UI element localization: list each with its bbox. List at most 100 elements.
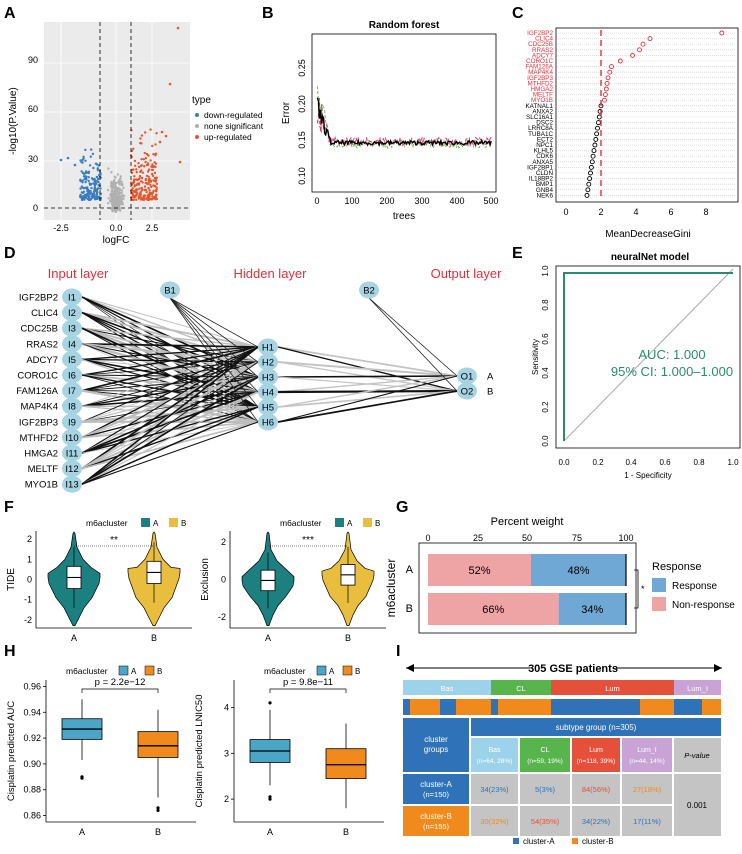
box-legend-label: A bbox=[329, 667, 335, 676]
g-bars: 52%48%66%34% bbox=[428, 554, 626, 625]
i-col-header-cell bbox=[572, 738, 620, 772]
violin-sig: ** bbox=[110, 535, 118, 546]
volcano-point-none bbox=[115, 198, 117, 200]
nn-input-node-label: I12 bbox=[65, 464, 78, 475]
volcano-point-up bbox=[156, 183, 158, 185]
volcano-point-up bbox=[146, 175, 148, 177]
volcano-point-down bbox=[92, 167, 94, 169]
volcano-point-none bbox=[114, 202, 116, 204]
g-cat-b: B bbox=[406, 603, 413, 615]
i-cluster-a-segment bbox=[551, 699, 640, 715]
volcano-point-down bbox=[96, 163, 98, 165]
gini-gene-label: NEK6 bbox=[537, 192, 554, 199]
volcano-point-none bbox=[107, 202, 109, 204]
volcano-point-up bbox=[155, 132, 157, 134]
panel-label-a: A bbox=[4, 5, 16, 22]
violin-ytick: 1 bbox=[27, 554, 32, 564]
gini-point bbox=[618, 59, 622, 63]
rf-xtick: 200 bbox=[379, 196, 394, 206]
i-row-header: cluster bbox=[424, 735, 448, 744]
volcano-point-up bbox=[140, 165, 142, 167]
volcano-point-down bbox=[80, 196, 82, 198]
g-legend-swatch-nonresponse bbox=[652, 597, 666, 611]
nn-input-node-label: I6 bbox=[68, 371, 76, 382]
nn-gene-label: MAP4K4 bbox=[21, 402, 59, 413]
rf-title: Random forest bbox=[369, 20, 440, 31]
g-bar-label: 66% bbox=[482, 604, 504, 616]
volcano-point-none bbox=[108, 197, 110, 199]
volcano-point-up bbox=[141, 177, 143, 179]
g-bar-label: 48% bbox=[567, 565, 589, 577]
nn-input-node-label: I11 bbox=[66, 449, 79, 460]
volcano-point-down bbox=[90, 192, 92, 194]
i-pvalue: 0.001 bbox=[687, 801, 708, 810]
i-cluster-a-segment bbox=[674, 699, 702, 715]
nn-input-node-label: I1 bbox=[68, 293, 76, 304]
nn-input-node-label: I7 bbox=[68, 386, 76, 397]
box-legend-title: m6acluster bbox=[264, 666, 306, 676]
g-xtick: 0 bbox=[425, 533, 430, 543]
volcano-point-up bbox=[154, 177, 156, 179]
box-pvalue: p = 2.2e−12 bbox=[95, 677, 146, 688]
box-ytick: 0.94 bbox=[23, 707, 41, 717]
gini-point bbox=[587, 182, 591, 186]
volcano-point-down bbox=[97, 169, 99, 171]
box-body bbox=[326, 749, 366, 779]
volcano-point-down bbox=[86, 193, 88, 195]
volcano-point-down bbox=[99, 187, 101, 189]
volcano-point-down bbox=[79, 187, 81, 189]
volcano-point-up bbox=[140, 142, 142, 144]
volcano-point-outlier bbox=[177, 27, 180, 30]
box-ytick: 0.90 bbox=[23, 759, 41, 769]
volcano-point-down bbox=[90, 148, 92, 150]
volcano-point-down bbox=[92, 195, 94, 197]
volcano-point-up bbox=[136, 171, 138, 173]
panel-b: B Random forest 0 100 200 300 400 500 0.… bbox=[262, 5, 499, 222]
volcano-point-none bbox=[120, 175, 122, 177]
i-legend-swatch-b bbox=[572, 838, 578, 844]
volcano-point-up bbox=[151, 173, 153, 175]
nn-edge bbox=[278, 362, 457, 376]
volcano-point-up bbox=[144, 185, 146, 187]
i-col-header: (n=59, 19%) bbox=[527, 758, 563, 765]
volcano-point-none bbox=[119, 178, 121, 180]
volcano-point-down bbox=[82, 195, 84, 197]
i-cluster-b-segment bbox=[498, 699, 551, 715]
volcano-point-down bbox=[85, 196, 87, 198]
gini-point bbox=[603, 93, 607, 97]
nn-gene-label: ADCY7 bbox=[26, 355, 58, 366]
nn-edge bbox=[278, 347, 457, 376]
box-legend-swatch bbox=[317, 666, 326, 675]
volcano-point-down bbox=[88, 180, 90, 182]
nn-output-node-label: O2 bbox=[461, 387, 474, 398]
box-ytick: 0.86 bbox=[23, 811, 41, 821]
gini-xlabel: MeanDecreaseGini bbox=[605, 229, 691, 240]
rf-xtick: 100 bbox=[344, 196, 359, 206]
box-pvalue: p = 9.8e−11 bbox=[283, 677, 333, 688]
i-pvalue-header: P-value bbox=[684, 751, 709, 760]
i-subtype-label: Lum_I bbox=[687, 684, 708, 693]
gini-point bbox=[589, 165, 593, 169]
box-xtick: B bbox=[155, 827, 161, 837]
g-xtick: 75 bbox=[572, 533, 582, 543]
volcano-point-none bbox=[122, 187, 124, 189]
volcano-point-none bbox=[120, 181, 122, 183]
i-data-value: 5(3%) bbox=[535, 785, 556, 794]
volcano-point-down bbox=[92, 178, 94, 180]
violin-ytick: 0 bbox=[221, 575, 226, 585]
rf-xtick: 500 bbox=[483, 196, 498, 206]
nn-gene-label: FAM126A bbox=[16, 386, 58, 397]
volcano-point-down bbox=[95, 197, 97, 199]
box-ytick: 0.88 bbox=[23, 785, 41, 795]
box-outlier bbox=[268, 701, 271, 704]
volcano-point-none bbox=[117, 173, 119, 175]
gini-xtick: 2 bbox=[598, 207, 603, 217]
gini-point bbox=[631, 53, 635, 57]
volcano-point-up bbox=[151, 169, 153, 171]
i-subtype-label: CL bbox=[516, 684, 526, 693]
nn-edge bbox=[278, 376, 457, 377]
